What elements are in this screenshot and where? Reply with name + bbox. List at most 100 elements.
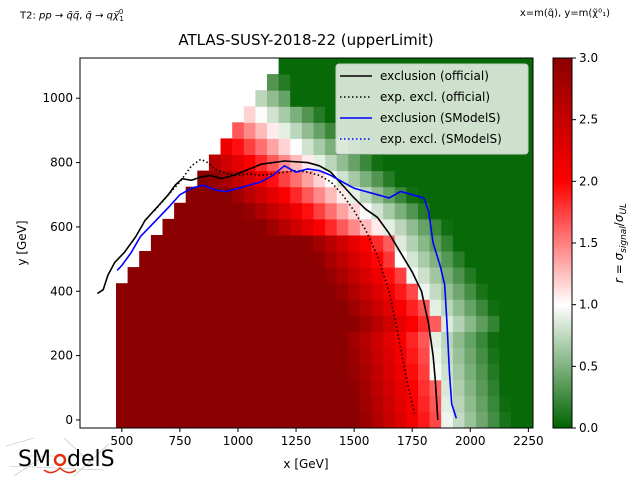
heatmap-cell-645 <box>487 186 500 204</box>
heatmap-cell-73 <box>185 347 198 365</box>
x-axis: 500 750 1000 1250 1500 1750 2000 2250 <box>110 428 544 448</box>
heatmap-cell-205 <box>267 251 280 268</box>
heatmap-cell-577 <box>452 170 465 188</box>
heatmap-cell-294 <box>313 283 326 300</box>
heatmap-cell-361 <box>348 315 361 332</box>
legend-label-0: exclusion (official) <box>380 69 489 83</box>
heatmap-cell-45 <box>162 363 175 381</box>
heatmap-cell-335 <box>336 363 349 381</box>
heatmap-cell-318 <box>325 267 338 284</box>
heatmap-cell-644 <box>487 202 500 220</box>
heatmap-cell-187 <box>255 202 268 220</box>
heatmap-cell-616 <box>476 283 489 300</box>
heatmap-cell-232 <box>278 170 291 188</box>
heatmap-cell-146 <box>232 235 245 252</box>
heatmap-cell-433 <box>383 267 396 284</box>
heatmap-cell-260 <box>290 90 303 107</box>
heatmap-cell-11 <box>127 379 140 397</box>
colorbar-tick-label-6: 3.0 <box>579 51 598 65</box>
heatmap-cell-259 <box>290 106 303 123</box>
heatmap-cell-223 <box>278 315 291 332</box>
heatmap-cell-658 <box>499 347 512 365</box>
heatmap-cell-310 <box>325 395 338 413</box>
heatmap-cell-589 <box>464 347 477 365</box>
heatmap-cell-662 <box>499 283 512 300</box>
heatmap-cell-390 <box>359 218 372 236</box>
heatmap-cell-382 <box>359 347 372 365</box>
heatmap-cell-60 <box>174 331 187 349</box>
heatmap-cell-659 <box>499 331 512 349</box>
heatmap-cell-292 <box>313 315 326 332</box>
heatmap-cell-546 <box>441 299 454 316</box>
heatmap-cell-190 <box>255 154 268 172</box>
heatmap-cell-358 <box>348 363 361 381</box>
heatmap-cell-278 <box>301 170 314 188</box>
heatmap-cell-130 <box>220 202 233 220</box>
heatmap-cell-37 <box>150 299 163 316</box>
colorbar-label: r = σsignal/σUL <box>612 203 629 283</box>
heatmap-cell-587 <box>464 379 477 397</box>
heatmap-cell-598 <box>464 202 477 220</box>
heatmap-cell-340 <box>336 283 349 300</box>
heatmap-cell-326 <box>325 138 338 155</box>
x-tick-label-1: 750 <box>168 434 191 448</box>
heatmap-cell-687 <box>510 251 523 268</box>
heatmap-cell-313 <box>325 347 338 365</box>
heatmap-cell-680 <box>510 363 523 381</box>
heatmap-cell-334 <box>336 379 349 397</box>
heatmap-cell-275 <box>301 218 314 236</box>
heatmap-cell-709 <box>522 267 533 284</box>
heatmap-cell-8 <box>116 283 129 300</box>
heatmap-cell-345 <box>336 202 349 220</box>
heatmap-cell-28 <box>139 267 152 284</box>
heatmap-cell-298 <box>313 218 326 236</box>
heatmap-cell-497 <box>418 347 431 365</box>
svg-text:delS: delS <box>67 447 114 472</box>
heatmap-cell-156 <box>243 379 256 397</box>
heatmap-cell-470 <box>406 411 419 428</box>
heatmap-cell-133 <box>220 154 233 172</box>
heatmap-cell-111 <box>208 235 221 252</box>
heatmap-cell-40 <box>150 251 163 268</box>
heatmap-cell-251 <box>290 235 303 252</box>
heatmap-cell-362 <box>348 299 361 316</box>
heatmap-cell-436 <box>383 218 396 236</box>
heatmap-cell-236 <box>278 106 291 123</box>
heatmap-cell-68 <box>174 202 187 220</box>
heatmap-cell-693 <box>510 154 523 172</box>
heatmap-cell-69 <box>185 411 198 428</box>
y-axis: 0 200 400 600 800 1000 <box>42 91 80 427</box>
heatmap-cell-413 <box>371 218 384 236</box>
heatmap-cell-502 <box>418 267 431 284</box>
heatmap-cell-554 <box>441 170 454 188</box>
heatmap-cell-576 <box>452 186 465 204</box>
heatmap-cell-594 <box>464 267 477 284</box>
heatmap-cell-215 <box>267 90 280 107</box>
heatmap-cell-435 <box>383 235 396 252</box>
heatmap-cell-297 <box>313 235 326 252</box>
heatmap-cell-407 <box>371 315 384 332</box>
heatmap-cell-408 <box>371 299 384 316</box>
heatmap-cell-214 <box>267 106 280 123</box>
heatmap-cell-486 <box>406 154 419 172</box>
heatmap-cell-193 <box>255 106 268 123</box>
heatmap-cell-575 <box>452 202 465 220</box>
heatmap-cell-677 <box>510 411 523 428</box>
heatmap-cell-5 <box>116 331 129 349</box>
heatmap-cell-98 <box>197 186 210 204</box>
heatmap-cell-387 <box>359 267 372 284</box>
heatmap-cell-494 <box>418 395 431 413</box>
heatmap-cell-485 <box>406 170 419 188</box>
y-tick-label-0: 0 <box>65 413 73 427</box>
heatmap-cell-503 <box>418 251 431 268</box>
heatmap-cell-30 <box>150 411 163 428</box>
heatmap-cell-234 <box>278 138 291 155</box>
heatmap-cell-449 <box>394 379 407 397</box>
heatmap-cell-235 <box>278 122 291 139</box>
heatmap-cell-274 <box>301 235 314 252</box>
heatmap-cell-295 <box>313 267 326 284</box>
heatmap-cell-271 <box>301 283 314 300</box>
heatmap-cell-428 <box>383 347 396 365</box>
heatmap-cell-138 <box>232 363 245 381</box>
heatmap-cell-15 <box>127 315 140 332</box>
